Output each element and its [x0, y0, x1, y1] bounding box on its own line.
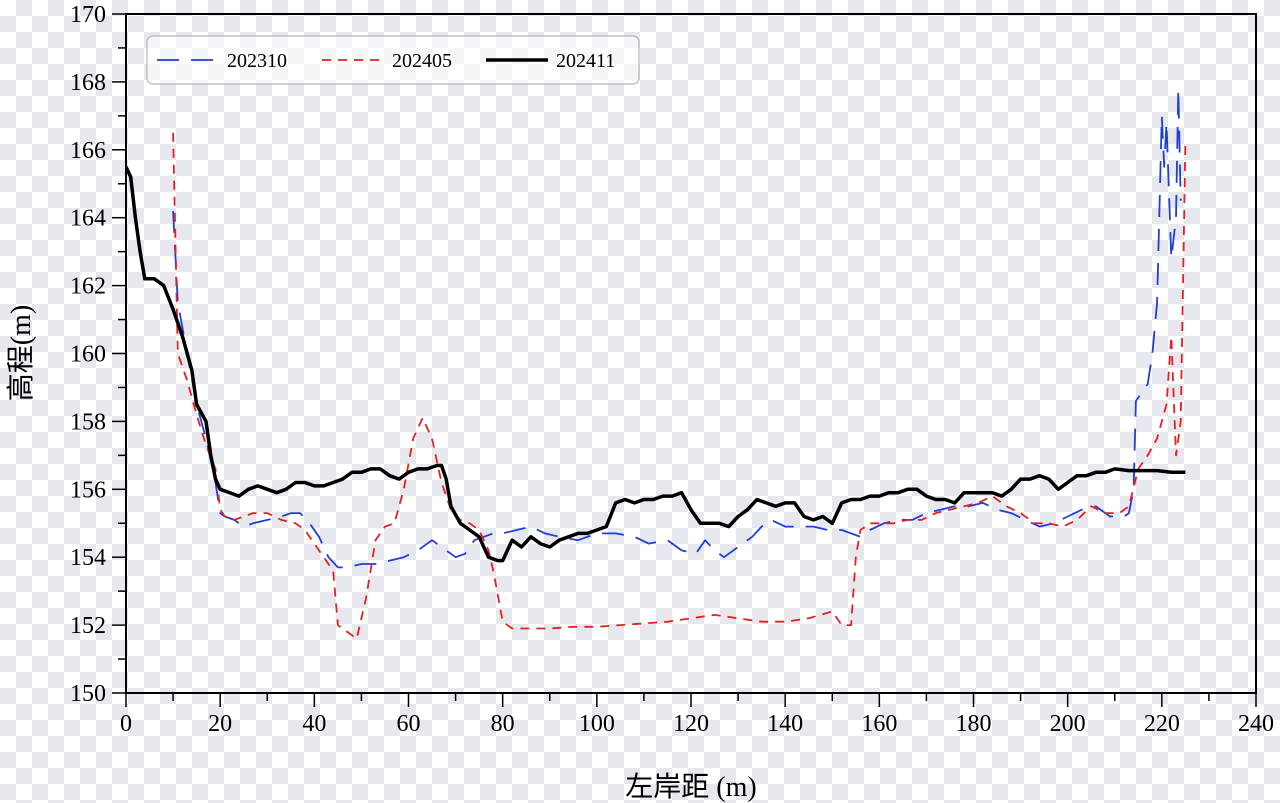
- x-tick-label: 60: [397, 711, 421, 737]
- x-tick-label: 120: [673, 711, 709, 737]
- series-layer: [126, 87, 1187, 640]
- y-tick-label: 150: [70, 681, 106, 707]
- x-tick-label: 140: [767, 711, 803, 737]
- x-tick-label: 240: [1238, 711, 1274, 737]
- legend-box: [146, 35, 640, 85]
- x-tick-label: 180: [956, 711, 992, 737]
- series-line-202411: [126, 166, 1186, 563]
- series-line-202310: [172, 87, 1182, 569]
- legend-label-202411: 202411: [556, 50, 615, 72]
- x-tick-label: 20: [208, 711, 232, 737]
- x-tick-label: 0: [120, 711, 132, 737]
- series-line-202405: [172, 132, 1187, 640]
- y-tick-label: 158: [70, 409, 106, 435]
- y-tick-label: 164: [70, 206, 106, 232]
- y-tick-label: 168: [70, 70, 106, 96]
- y-tick-label: 154: [70, 545, 106, 571]
- legend-label-202310: 202310: [227, 50, 287, 72]
- x-tick-label: 40: [302, 711, 326, 737]
- legend: 202310 202405 202411: [146, 35, 640, 85]
- plot-frame: [125, 13, 1257, 694]
- y-tick-label: 156: [70, 477, 106, 503]
- y-tick-label: 166: [70, 138, 106, 164]
- x-tick-label: 160: [861, 711, 897, 737]
- tick-labels: 0 20 40 60 80 100 120 140 160 180 200 220 240 150 152 1…: [70, 2, 1274, 737]
- y-tick-label: 160: [70, 342, 106, 368]
- x-tick-label: 220: [1144, 711, 1180, 737]
- y-tick-label: 152: [70, 613, 106, 639]
- y-tick-label: 170: [70, 2, 106, 28]
- x-axis-title: 左岸距 (m): [625, 771, 756, 803]
- axis-ticks: [112, 13, 1257, 707]
- plot-area: [126, 14, 1256, 693]
- y-axis-title: 高程(m): [5, 305, 37, 401]
- legend-label-202405: 202405: [392, 50, 452, 72]
- y-tick-label: 162: [70, 274, 106, 300]
- x-tick-label: 80: [491, 711, 515, 737]
- x-tick-label: 100: [579, 711, 615, 737]
- x-tick-label: 200: [1050, 711, 1086, 737]
